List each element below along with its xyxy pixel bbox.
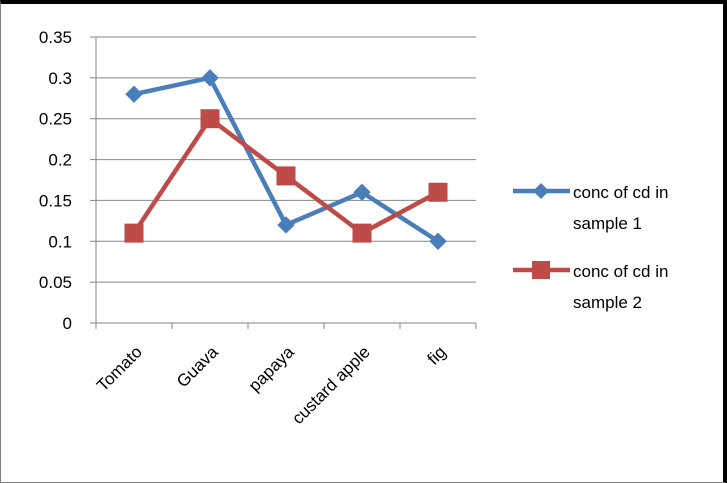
y-tick-label: 0.05: [39, 273, 72, 292]
legend-item-1: conc of cd in sample 1: [513, 183, 668, 233]
legend-label: conc of cd in: [573, 262, 668, 281]
x-tick-label: Guava: [173, 342, 222, 391]
data-point: [277, 216, 295, 234]
legend-marker: [533, 183, 549, 199]
legend-marker: [532, 261, 550, 279]
y-tick-label: 0.2: [48, 151, 72, 170]
x-tick-label: custard apple: [288, 342, 374, 428]
legend: conc of cd in sample 1 conc of cd in sample…: [513, 183, 668, 312]
series-2: [124, 109, 448, 243]
gridlines: [96, 36, 476, 283]
y-tick-label: 0.3: [48, 69, 72, 88]
legend-label: conc of cd in: [573, 183, 668, 202]
y-tick-label: 0.1: [48, 232, 72, 251]
data-point: [201, 69, 219, 87]
data-point: [276, 166, 296, 186]
legend-item-2: conc of cd in sample 2: [513, 261, 668, 312]
data-point: [429, 232, 447, 250]
data-point: [200, 109, 220, 129]
x-tick-label: papaya: [245, 342, 298, 395]
y-tick-label: 0.35: [39, 28, 72, 47]
series-group: [124, 69, 448, 250]
axes: [95, 37, 476, 324]
x-tick-label: Tomato: [93, 342, 146, 395]
legend-label: sample 1: [573, 214, 642, 233]
data-point: [125, 85, 143, 103]
x-tick-label: fig: [424, 342, 450, 368]
legend-label: sample 2: [573, 293, 642, 312]
y-tick-label: 0.25: [39, 110, 72, 129]
data-point: [352, 223, 372, 243]
series-1: [125, 69, 447, 250]
data-point: [353, 183, 371, 201]
y-tick-label: 0.15: [39, 191, 72, 210]
data-point: [428, 182, 448, 202]
y-tick-label: 0: [63, 314, 72, 333]
y-axis-ticks: 0 0.05 0.1 0.15 0.2 0.25 0.3 0.35: [39, 28, 96, 333]
data-point: [124, 223, 144, 243]
